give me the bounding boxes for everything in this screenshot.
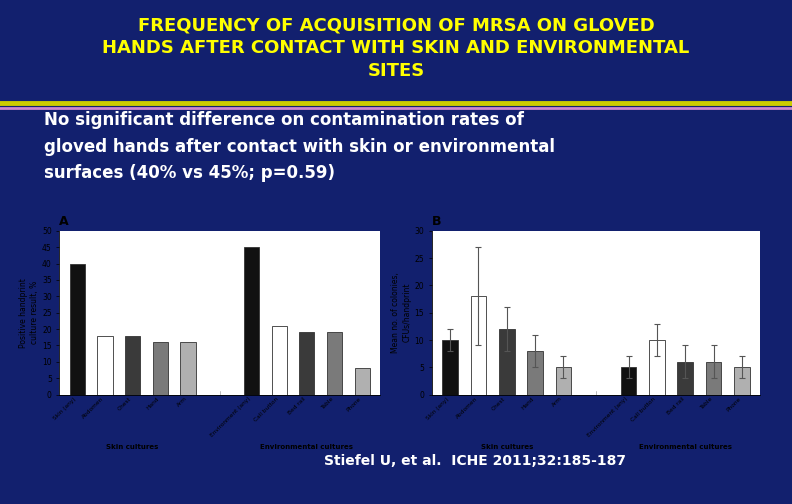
Bar [355, 368, 370, 395]
Bar [527, 351, 543, 395]
Bar [97, 336, 112, 395]
Y-axis label: Positive handprint
culture result, %: Positive handprint culture result, % [19, 278, 40, 348]
Bar [299, 333, 314, 395]
Bar [649, 340, 664, 395]
Bar [470, 296, 486, 395]
Text: Environmental cultures: Environmental cultures [261, 444, 353, 450]
Bar [70, 264, 85, 395]
Bar [181, 342, 196, 395]
Text: B: B [432, 215, 441, 228]
Text: No significant difference on contamination rates of
gloved hands after contact w: No significant difference on contaminati… [44, 111, 554, 182]
Text: Environmental cultures: Environmental cultures [638, 444, 732, 450]
Bar [734, 367, 750, 395]
Bar [706, 362, 722, 395]
Bar [244, 247, 259, 395]
Text: Stiefel U, et al.  ICHE 2011;32:185-187: Stiefel U, et al. ICHE 2011;32:185-187 [324, 454, 626, 468]
Text: Skin cultures: Skin cultures [106, 444, 159, 450]
Bar [153, 342, 168, 395]
Bar [442, 340, 458, 395]
Text: FREQUENCY OF ACQUISITION OF MRSA ON GLOVED
HANDS AFTER CONTACT WITH SKIN AND ENV: FREQUENCY OF ACQUISITION OF MRSA ON GLOV… [102, 17, 690, 80]
Bar [677, 362, 693, 395]
Bar [272, 326, 287, 395]
Bar [556, 367, 571, 395]
Bar [125, 336, 140, 395]
Y-axis label: Mean no. of colonies,
CFUs/handprint: Mean no. of colonies, CFUs/handprint [391, 272, 412, 353]
Bar [621, 367, 636, 395]
Bar [327, 333, 342, 395]
Text: Skin cultures: Skin cultures [481, 444, 533, 450]
Bar [499, 329, 515, 395]
Text: A: A [59, 215, 69, 228]
